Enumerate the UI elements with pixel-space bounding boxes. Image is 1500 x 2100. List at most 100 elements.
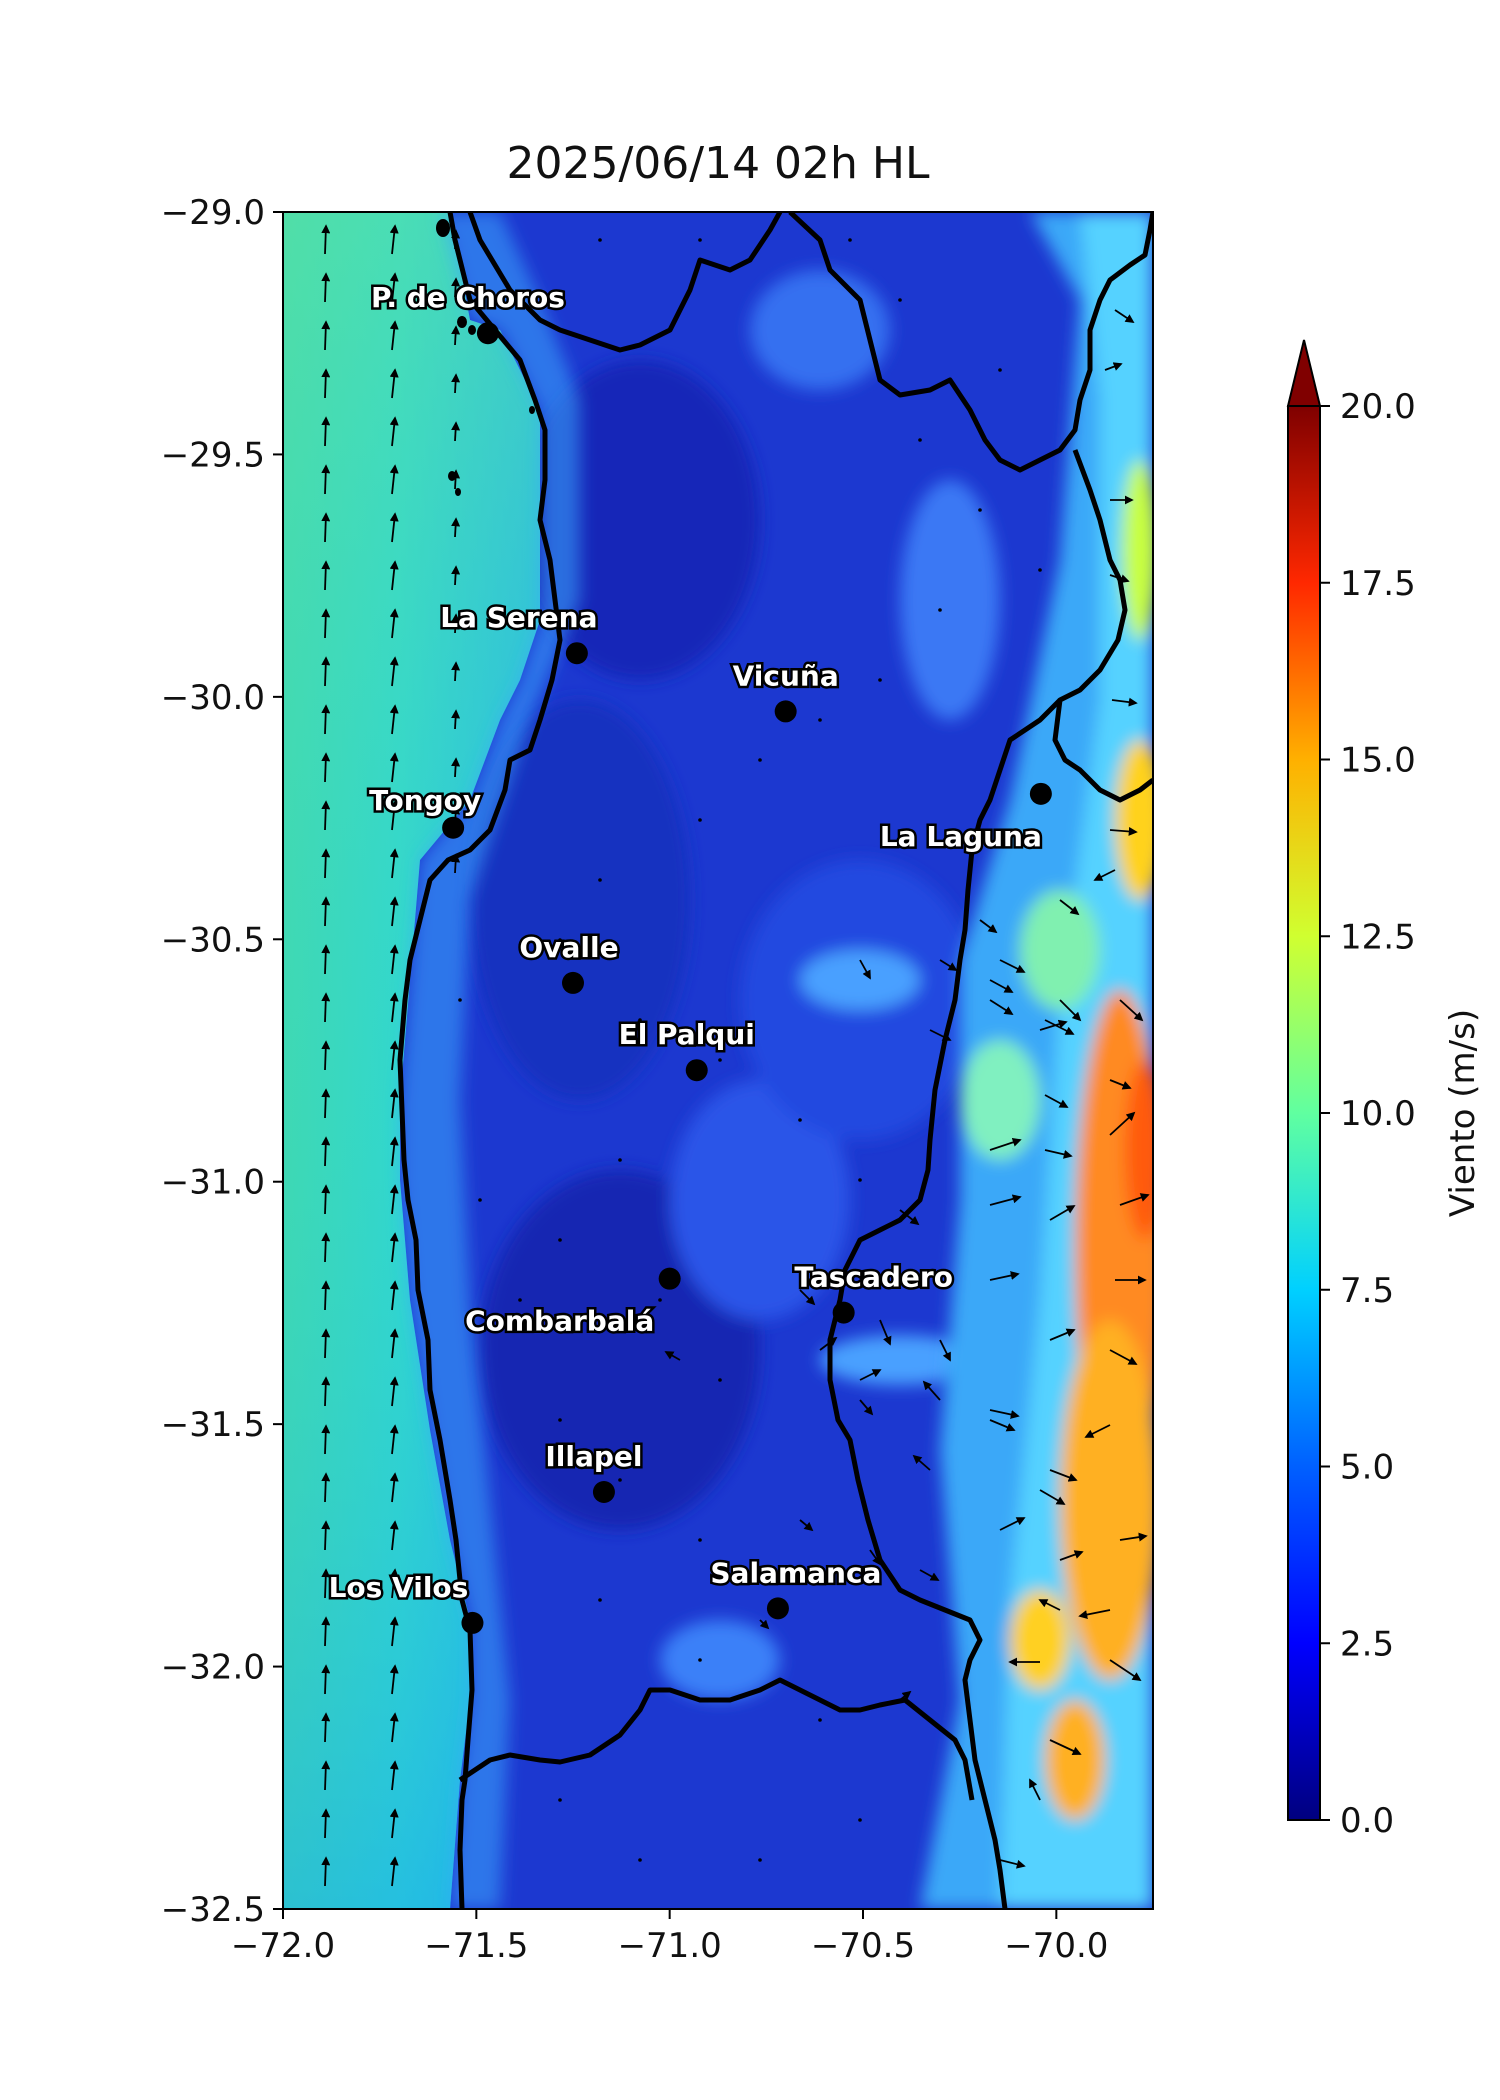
wind-vector bbox=[321, 848, 331, 879]
wind-vector bbox=[389, 1616, 399, 1647]
wind-vector bbox=[989, 999, 1014, 1015]
calm-wind-dot bbox=[618, 1478, 622, 1482]
wind-vector bbox=[321, 1472, 331, 1503]
calm-wind-dot bbox=[598, 878, 602, 882]
colorbar-tick-label: 10.0 bbox=[1340, 1094, 1416, 1134]
wind-vector bbox=[389, 1040, 399, 1071]
wind-vector bbox=[451, 565, 461, 586]
calm-wind-dot bbox=[558, 1238, 562, 1242]
city-label: La Serena bbox=[440, 601, 597, 634]
city-label: Los Vilos bbox=[329, 1571, 469, 1604]
wind-vector bbox=[451, 373, 461, 394]
y-tick-label: −29.5 bbox=[161, 435, 265, 475]
city-ovalle: Ovalle bbox=[517, 928, 621, 994]
wind-vector bbox=[321, 1712, 331, 1743]
wind-vector bbox=[321, 464, 331, 495]
wind-vector bbox=[451, 277, 461, 298]
city-marker bbox=[774, 700, 797, 723]
wind-vector bbox=[389, 224, 399, 255]
city-marker bbox=[658, 1267, 681, 1290]
wind-vector bbox=[321, 1568, 331, 1599]
wind-vector bbox=[389, 1568, 399, 1599]
x-tick-label: −70.5 bbox=[811, 1926, 915, 1966]
wind-vector bbox=[1038, 1599, 1061, 1611]
wind-vector bbox=[1059, 1550, 1084, 1561]
wind-vector bbox=[1044, 1094, 1069, 1108]
wind-vector bbox=[321, 224, 331, 255]
calm-wind-dot bbox=[558, 938, 562, 942]
colorbar-tick-label: 2.5 bbox=[1340, 1624, 1394, 1664]
city-label: Illapel bbox=[545, 1440, 642, 1473]
wind-vector bbox=[389, 320, 399, 351]
wind-vector bbox=[389, 1328, 399, 1359]
wind-vector bbox=[664, 1351, 681, 1361]
calm-wind-dot bbox=[598, 238, 602, 242]
wind-vectors bbox=[321, 224, 1150, 1887]
calm-wind-dot bbox=[618, 1158, 622, 1162]
wind-vector bbox=[321, 944, 331, 975]
wind-vector bbox=[321, 1136, 331, 1167]
city-tongoy: Tongoy bbox=[367, 781, 484, 839]
city-illapel: Illapel bbox=[543, 1438, 645, 1504]
wind-vector bbox=[1039, 1489, 1066, 1505]
calm-wind-dot bbox=[798, 1118, 802, 1122]
city-el-palqui: El Palqui bbox=[616, 1016, 757, 1082]
colorbar-label: Viento (m/s) bbox=[1443, 1009, 1483, 1217]
wind-vector bbox=[899, 1209, 920, 1226]
x-tick-label: −71.0 bbox=[618, 1926, 722, 1966]
wind-vector bbox=[321, 1232, 331, 1263]
map-field: P. de Choros La Serena Vicuña Tongoy La Lagu… bbox=[283, 212, 1153, 1909]
wind-vector bbox=[989, 1409, 1020, 1419]
wind-vector bbox=[922, 1380, 941, 1401]
wind-vector bbox=[321, 272, 331, 303]
wind-vector bbox=[939, 959, 958, 971]
wind-vector bbox=[451, 325, 461, 346]
colorbar-tick-label: 15.0 bbox=[1340, 741, 1416, 781]
wind-vector bbox=[389, 1280, 399, 1311]
wind-vector bbox=[1111, 697, 1138, 707]
wind-vector bbox=[389, 368, 399, 399]
wind-vector bbox=[1109, 574, 1130, 583]
colorbar-tick-label: 0.0 bbox=[1340, 1801, 1394, 1841]
calm-wind-dot bbox=[778, 1578, 782, 1582]
wind-vector bbox=[999, 1859, 1026, 1869]
x-tick-label: −71.5 bbox=[424, 1926, 528, 1966]
wind-vector bbox=[321, 1664, 331, 1695]
wind-vector bbox=[389, 944, 399, 975]
city-p-de-choros: P. de Choros bbox=[368, 279, 567, 345]
wind-vector bbox=[389, 896, 399, 927]
wind-vector bbox=[389, 992, 399, 1023]
x-tick-label: −70.0 bbox=[1004, 1926, 1108, 1966]
wind-vector bbox=[1059, 899, 1080, 916]
wind-vector bbox=[451, 757, 461, 778]
wind-vector bbox=[389, 608, 399, 639]
city-label: La Laguna bbox=[880, 820, 1042, 853]
wind-vector bbox=[321, 560, 331, 591]
y-tick-label: −30.0 bbox=[161, 678, 265, 718]
y-tick-label: −31.0 bbox=[161, 1163, 265, 1203]
calm-wind-dot bbox=[638, 1018, 642, 1022]
calm-wind-dot bbox=[758, 1858, 762, 1862]
colorbar-tick-label: 12.5 bbox=[1340, 917, 1416, 957]
wind-vector bbox=[389, 1424, 399, 1455]
wind-vector bbox=[799, 1519, 814, 1532]
wind-vector bbox=[1109, 1349, 1138, 1365]
wind-vector bbox=[1049, 1328, 1076, 1341]
calm-wind-dot bbox=[698, 1658, 702, 1662]
wind-vector bbox=[321, 1280, 331, 1311]
y-tick-label: −32.5 bbox=[161, 1890, 265, 1930]
city-marker bbox=[1029, 782, 1052, 805]
calm-wind-dot bbox=[758, 758, 762, 762]
city-markers: P. de Choros La Serena Vicuña Tongoy La Lagu… bbox=[326, 279, 1052, 1634]
wind-vector bbox=[451, 517, 461, 538]
wind-vector bbox=[389, 1856, 399, 1887]
city-label: P. de Choros bbox=[371, 281, 565, 314]
calm-wind-dot bbox=[638, 1858, 642, 1862]
y-tick-label: −31.5 bbox=[161, 1405, 265, 1445]
wind-vector bbox=[321, 656, 331, 687]
coastal-islands bbox=[436, 219, 535, 496]
wind-vector bbox=[389, 1808, 399, 1839]
wind-vector bbox=[321, 1856, 331, 1887]
wind-vector bbox=[899, 1690, 912, 1701]
